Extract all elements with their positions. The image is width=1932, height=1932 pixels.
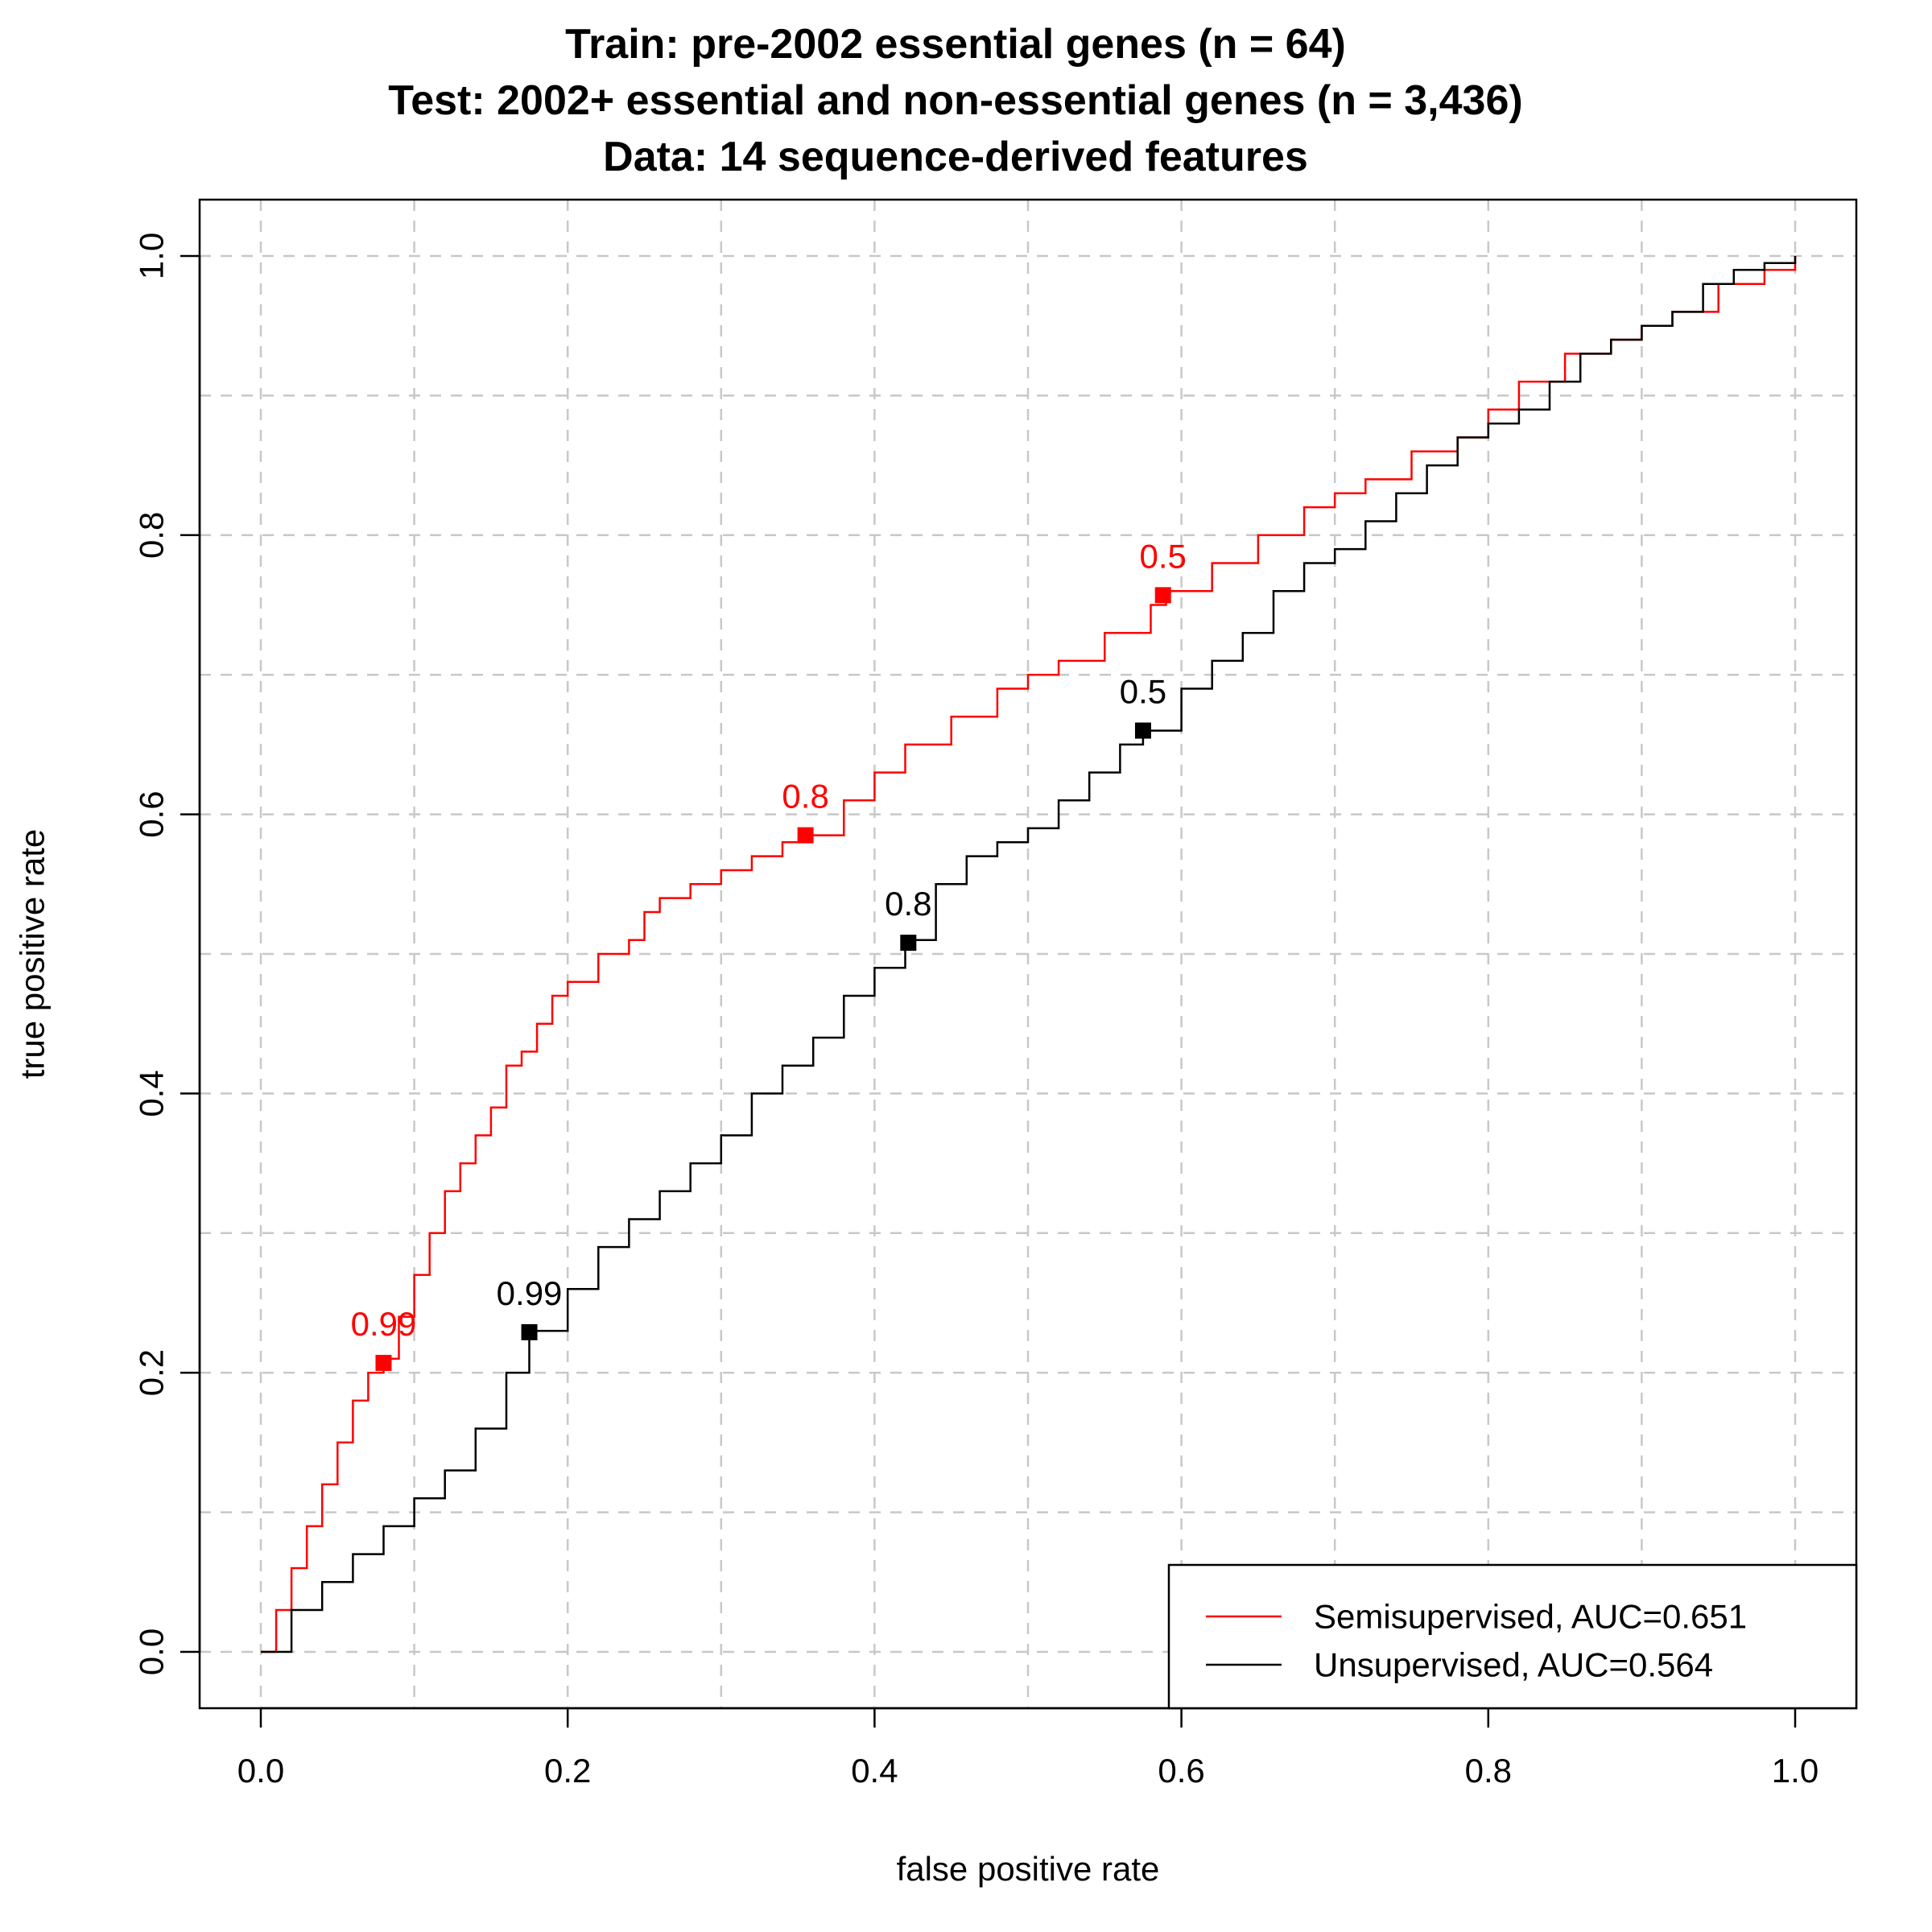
threshold-point-label: 0.5 [1120, 673, 1166, 711]
legend: Semisupervised, AUC=0.651 Unsupervised, … [1167, 1563, 1858, 1710]
unsupervised-roc-line [261, 256, 1797, 1653]
threshold-point-label: 0.99 [497, 1274, 563, 1312]
threshold-point-marker [521, 1323, 538, 1340]
y-axis-label: true positive rate [14, 829, 52, 1080]
y-tick-label: 0.6 [133, 791, 171, 837]
chart-title-line-3: Data: 14 sequence-derived features [603, 134, 1308, 180]
chart-title-line-2: Test: 2002+ essential and non-essential … [388, 77, 1522, 124]
x-tick-label: 1.0 [1772, 1752, 1818, 1790]
x-tick-label: 0.4 [851, 1752, 898, 1790]
x-tick-label: 0.2 [544, 1752, 591, 1790]
threshold-point-marker [1154, 587, 1171, 604]
x-tick-label: 0.6 [1158, 1752, 1204, 1790]
y-tick-label: 0.2 [133, 1349, 171, 1396]
legend-entry-unsupervised: Unsupervised, AUC=0.564 [1314, 1646, 1713, 1684]
x-axis: 0.0 0.2 0.4 0.6 0.8 1.0 [237, 1707, 1818, 1790]
legend-entry-semisupervised: Semisupervised, AUC=0.651 [1314, 1598, 1747, 1636]
threshold-point-label: 0.5 [1140, 537, 1187, 575]
grid-lines [200, 200, 1856, 1708]
legend-box [1167, 1563, 1858, 1710]
threshold-point-label: 0.99 [351, 1305, 417, 1343]
threshold-point-label: 0.8 [885, 885, 931, 923]
threshold-point-marker [900, 935, 917, 952]
threshold-point-marker [1134, 722, 1151, 739]
x-axis-label: false positive rate [897, 1850, 1160, 1888]
x-tick-label: 0.0 [237, 1752, 284, 1790]
threshold-point-label: 0.8 [782, 778, 828, 815]
threshold-points: 0.99 0.8 0.5 0.99 0.8 0.5 [351, 537, 1187, 1372]
series-lines [261, 256, 1797, 1653]
y-tick-label: 1.0 [133, 233, 171, 279]
threshold-point-marker [797, 827, 814, 844]
y-axis: 0.0 0.2 0.4 0.6 0.8 1.0 [133, 233, 201, 1675]
threshold-point-marker [375, 1355, 392, 1372]
y-tick-label: 0.4 [133, 1070, 171, 1117]
y-tick-label: 0.8 [133, 512, 171, 559]
y-tick-label: 0.0 [133, 1629, 171, 1675]
chart-title: Train: pre-2002 essential genes (n = 64)… [388, 21, 1522, 180]
x-tick-label: 0.8 [1465, 1752, 1512, 1790]
chart-title-line-1: Train: pre-2002 essential genes (n = 64) [565, 21, 1346, 68]
